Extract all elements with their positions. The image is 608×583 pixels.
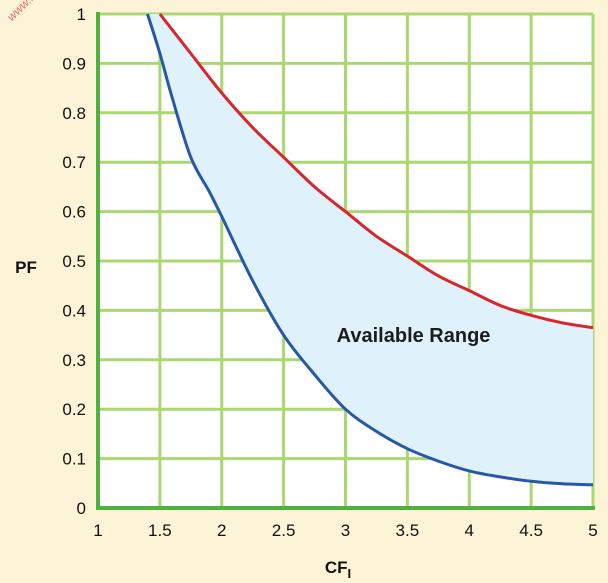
- y-tick-label-9: 0.9: [62, 54, 86, 73]
- y-tick-label-0: 0: [77, 499, 86, 518]
- y-tick-label-3: 0.3: [62, 351, 86, 370]
- y-tick-label-10: 1: [77, 5, 86, 24]
- x-tick-label-8: 5: [588, 521, 597, 540]
- x-axis-title-subscript: I: [348, 566, 352, 581]
- y-tick-labels: 0 0.1 0.2 0.3 0.4 0.5 0.6 0.7 0.8 0.9 1: [62, 5, 86, 518]
- x-tick-label-3: 2.5: [272, 521, 296, 540]
- x-tick-label-0: 1: [93, 521, 102, 540]
- axes: [96, 12, 595, 510]
- x-axis-title: CFI: [325, 558, 351, 581]
- y-tick-label-8: 0.8: [62, 104, 86, 123]
- x-tick-label-2: 2: [217, 521, 226, 540]
- annotation-available-range: Available Range: [337, 325, 491, 347]
- x-tick-label-7: 4.5: [519, 521, 543, 540]
- x-tick-label-5: 3.5: [396, 521, 420, 540]
- x-axis-title-main: CF: [325, 558, 348, 577]
- available-range-fill: [147, 14, 593, 485]
- x-tick-label-4: 3: [341, 521, 350, 540]
- lower-curve: [146, 13, 594, 487]
- y-tick-label-7: 0.7: [62, 153, 86, 172]
- x-tick-labels: 1 1.5 2 2.5 3 3.5 4 4.5 5: [93, 521, 597, 540]
- y-tick-label-1: 0.1: [62, 450, 86, 469]
- x-tick-label-6: 4: [465, 521, 474, 540]
- y-tick-label-6: 0.6: [62, 203, 86, 222]
- y-axis-title: PF: [15, 258, 37, 277]
- y-tick-label-2: 0.2: [62, 400, 86, 419]
- upper-curve: [158, 13, 594, 330]
- y-tick-label-4: 0.4: [62, 301, 86, 320]
- y-tick-label-5: 0.5: [62, 252, 86, 271]
- x-tick-label-1: 1.5: [148, 521, 172, 540]
